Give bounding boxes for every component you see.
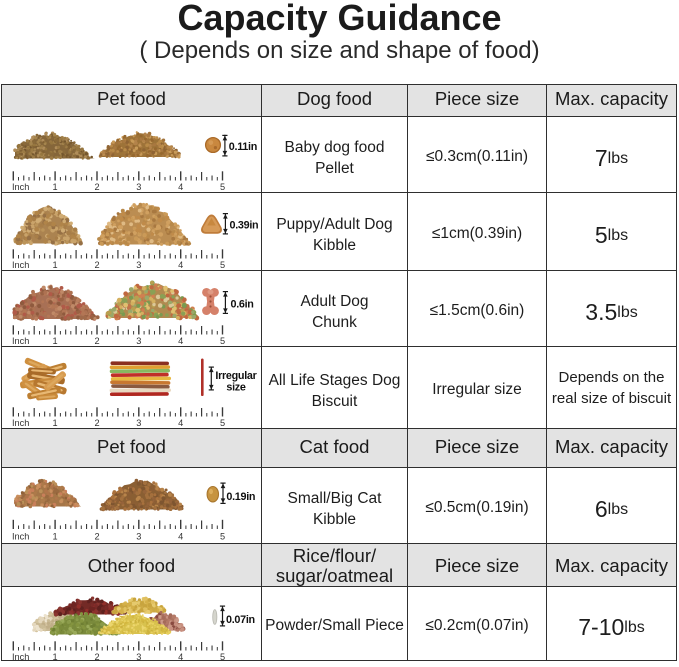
- svg-text:2: 2: [94, 532, 99, 542]
- svg-text:Irregular: Irregular: [215, 370, 257, 382]
- svg-text:Inch: Inch: [12, 652, 29, 662]
- svg-text:5: 5: [220, 260, 225, 270]
- svg-text:2: 2: [94, 260, 99, 270]
- svg-text:5: 5: [220, 336, 225, 346]
- svg-text:3: 3: [136, 336, 141, 346]
- svg-text:3: 3: [136, 260, 141, 270]
- svg-text:5: 5: [220, 652, 225, 662]
- svg-text:Inch: Inch: [12, 336, 29, 346]
- svg-text:Inch: Inch: [12, 260, 29, 270]
- svg-text:4: 4: [178, 418, 183, 428]
- svg-text:4: 4: [178, 652, 183, 662]
- svg-text:2: 2: [94, 652, 99, 662]
- svg-text:Inch: Inch: [12, 532, 29, 542]
- svg-text:1: 1: [53, 182, 58, 192]
- svg-text:0.19in: 0.19in: [226, 491, 255, 503]
- svg-text:size: size: [226, 381, 246, 393]
- svg-text:0.39in: 0.39in: [230, 220, 259, 232]
- svg-text:0.11in: 0.11in: [229, 141, 257, 153]
- svg-text:4: 4: [178, 532, 183, 542]
- svg-text:4: 4: [178, 182, 183, 192]
- svg-text:Inch: Inch: [12, 182, 29, 192]
- svg-text:4: 4: [178, 260, 183, 270]
- svg-text:2: 2: [94, 336, 99, 346]
- svg-text:Inch: Inch: [12, 418, 29, 428]
- svg-text:1: 1: [53, 260, 58, 270]
- svg-text:0.6in: 0.6in: [231, 299, 254, 311]
- svg-text:1: 1: [53, 652, 58, 662]
- svg-text:1: 1: [53, 418, 58, 428]
- svg-text:3: 3: [136, 652, 141, 662]
- svg-text:5: 5: [220, 182, 225, 192]
- svg-text:5: 5: [220, 418, 225, 428]
- svg-text:0.07in: 0.07in: [226, 614, 255, 626]
- svg-text:5: 5: [220, 532, 225, 542]
- svg-text:4: 4: [178, 336, 183, 346]
- svg-text:1: 1: [53, 336, 58, 346]
- svg-text:1: 1: [53, 532, 58, 542]
- svg-text:3: 3: [136, 532, 141, 542]
- svg-text:3: 3: [136, 418, 141, 428]
- svg-text:2: 2: [94, 182, 99, 192]
- svg-text:3: 3: [136, 182, 141, 192]
- svg-text:2: 2: [94, 418, 99, 428]
